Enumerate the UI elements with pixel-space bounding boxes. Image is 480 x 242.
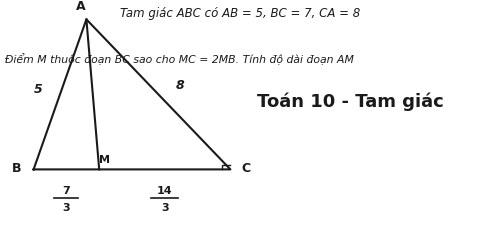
Text: 14: 14 (157, 186, 173, 196)
Text: Điểm M thuộc đoạn BC sao cho MC = 2MB. Tính độ dài đoạn AM: Điểm M thuộc đoạn BC sao cho MC = 2MB. T… (5, 53, 354, 65)
Text: C: C (241, 162, 251, 175)
Text: 3: 3 (161, 203, 168, 213)
Text: 3: 3 (62, 203, 70, 213)
Text: Toán 10 - Tam giác: Toán 10 - Tam giác (257, 92, 444, 111)
Text: 8: 8 (176, 79, 184, 92)
Text: 5: 5 (34, 83, 43, 96)
Text: B: B (12, 162, 22, 175)
Text: 7: 7 (62, 186, 70, 196)
Text: A: A (76, 0, 85, 13)
Text: M: M (99, 155, 110, 165)
Text: Tam giác ABC có AB = 5, BC = 7, CA = 8: Tam giác ABC có AB = 5, BC = 7, CA = 8 (120, 7, 360, 20)
